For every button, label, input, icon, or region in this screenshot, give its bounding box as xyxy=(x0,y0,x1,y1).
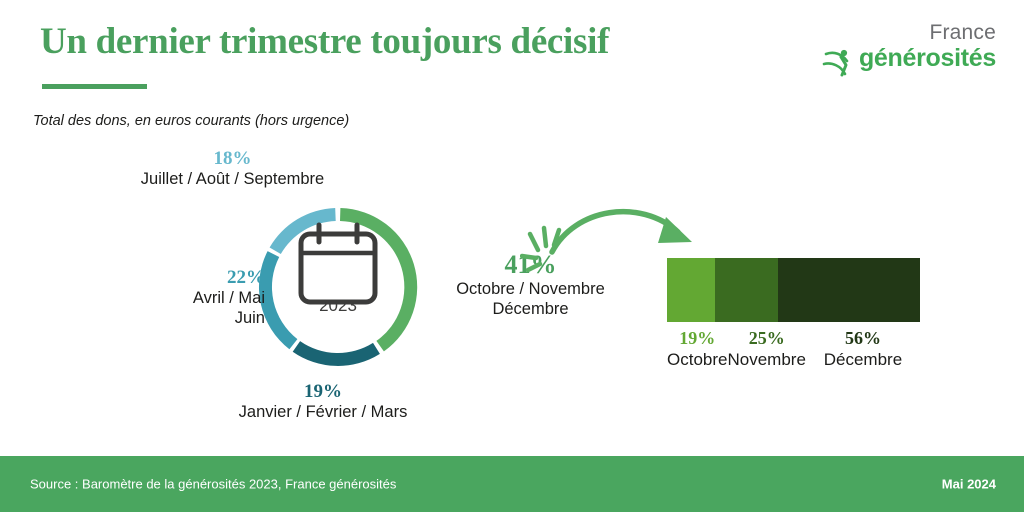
donut-name-q2-line1: Avril / Mai xyxy=(192,288,265,307)
stacked-bar-chart: 19% Octobre 25% Novembre 56% Décembre xyxy=(667,258,920,370)
donut-svg xyxy=(258,208,418,366)
donut-percent-q4: 41% xyxy=(504,250,557,279)
bar-label-decembre: 56% Décembre xyxy=(806,328,920,370)
bar-segment-decembre xyxy=(778,258,920,322)
donut-percent-q3: 18% xyxy=(213,148,252,169)
donut-name-q4-line1: Octobre / Novembre xyxy=(456,279,605,298)
bar-percent-novembre: 25% xyxy=(748,328,785,348)
donut-name-q4-line2: Décembre xyxy=(492,299,569,318)
footer-date-text: Mai 2024 xyxy=(941,476,996,492)
calendar-year-label: 2023 xyxy=(319,296,357,315)
running-figure-icon xyxy=(822,49,849,77)
donut-name-q1: Janvier / Février / Mars xyxy=(238,402,408,421)
bar-label-novembre: 25% Novembre xyxy=(727,328,805,370)
donut-segment-q3 xyxy=(269,208,336,254)
bar-month-octobre: Octobre xyxy=(667,349,728,369)
calendar-icon xyxy=(298,222,378,305)
spark-lines xyxy=(520,225,562,273)
bar-label-octobre: 19% Octobre xyxy=(667,328,727,370)
donut-label-q2: 22% Avril / Mai Juin xyxy=(140,267,265,328)
bar-segment-novembre xyxy=(715,258,779,322)
donut-segment-q1 xyxy=(292,341,380,366)
donut-name-q3: Juillet / Août / Septembre xyxy=(140,169,325,188)
donut-chart: 2023 xyxy=(243,192,433,382)
donut-segment-q2 xyxy=(258,251,298,350)
donut-segment-q4 xyxy=(340,208,418,352)
donut-percent-q1: 19% xyxy=(304,381,342,402)
footer-source-text: Source : Baromètre de la générosités 202… xyxy=(30,476,397,492)
page-title: Un dernier trimestre toujours décisif xyxy=(40,21,610,62)
donut-label-q4: 41% Octobre / Novembre Décembre xyxy=(443,250,618,319)
title-underline-rule xyxy=(42,84,147,89)
logo-text-generosites: générosités xyxy=(858,44,996,72)
bar-month-decembre: Décembre xyxy=(823,349,903,369)
logo-text-france: France xyxy=(929,21,996,44)
donut-label-q3: 18% Juillet / Août / Septembre xyxy=(125,148,340,190)
page-subtitle: Total des dons, en euros courants (hors … xyxy=(33,113,350,129)
donut-name-q2-line2: Juin xyxy=(234,308,265,327)
donut-percent-q2: 22% xyxy=(227,267,265,288)
stacked-bar-labels: 19% Octobre 25% Novembre 56% Décembre xyxy=(667,328,920,370)
bar-month-novembre: Novembre xyxy=(727,349,806,369)
bar-segment-octobre xyxy=(667,258,716,322)
stacked-bar xyxy=(667,258,920,322)
bar-percent-decembre: 56% xyxy=(844,328,881,348)
footer-bar: Source : Baromètre de la générosités 202… xyxy=(0,456,1024,512)
bar-percent-octobre: 19% xyxy=(679,328,716,348)
curved-arrow-icon xyxy=(520,208,692,273)
donut-label-q1: 19% Janvier / Février / Mars xyxy=(198,381,448,423)
brand-logo: France générosités xyxy=(816,22,996,82)
